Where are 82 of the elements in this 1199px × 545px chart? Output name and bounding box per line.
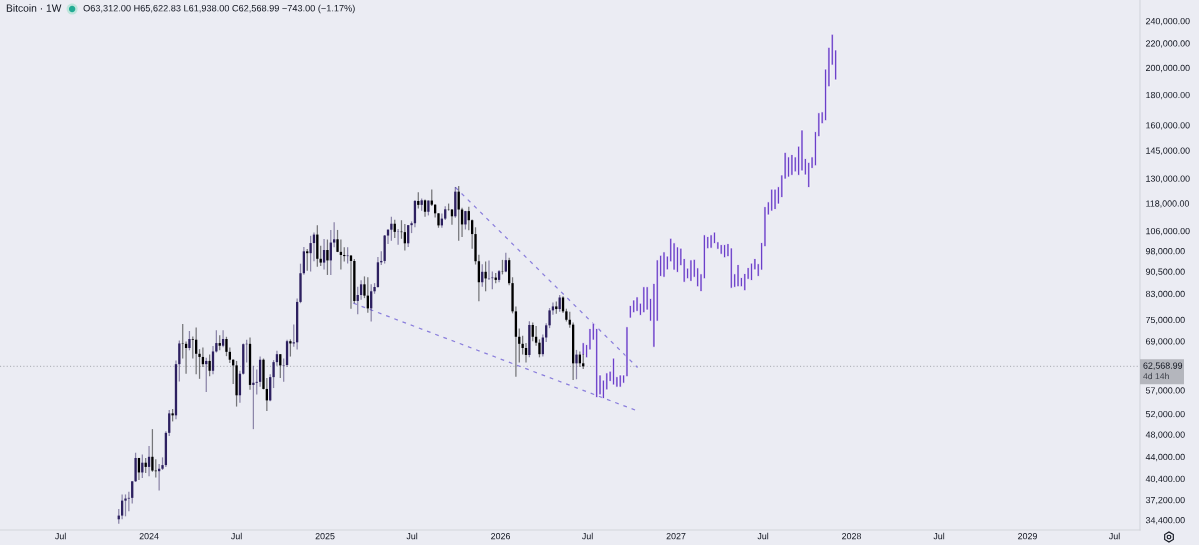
y-tick-label: 180,000.00 [1146,91,1190,100]
y-tick-label: 220,000.00 [1146,40,1190,48]
bar [750,262,753,281]
candlestick [538,338,541,358]
candlestick [363,275,366,299]
bar [773,188,777,210]
y-tick-label: 240,000.00 [1146,17,1190,26]
candlestick [151,428,154,473]
text: 4d 14h [1143,372,1169,380]
y-tick-label: 130,000.00 [1146,175,1190,183]
candlestick [262,357,265,391]
ref-line-label: 62,568.99 [1143,362,1183,370]
chart-title: Bitcoin · 1W [6,4,62,12]
bar [581,342,585,356]
bar [770,188,774,212]
y-tick-label: 44,000.00 [1145,453,1185,462]
bar [800,129,804,172]
candlestick [134,452,137,483]
candlestick [410,220,413,234]
candlestick [272,359,275,389]
y-tick-label: 69,000.00 [1146,338,1185,346]
y-tick-label: 106,000.00 [1146,227,1190,236]
x-tick-label: Jul [933,532,945,540]
y-tick-label: 83,000.00 [1145,290,1185,299]
y-tick-label: 40,400.00 [1145,475,1185,484]
candlestick [464,210,467,231]
x-tick-label: 2028 [842,533,862,540]
candlestick [427,199,430,217]
y-tick-label: 52,000.00 [1145,410,1185,419]
bar [723,244,727,259]
candlestick [188,330,191,351]
candlestick [501,259,504,275]
bar [672,242,676,271]
x-tick-label: Jul [406,532,418,540]
bar [709,234,713,249]
bar [790,154,794,176]
x-tick-label: 2024 [139,533,159,540]
candlestick [289,338,292,358]
candlestick [161,456,164,471]
x-tick-label: 2029 [1018,533,1037,540]
bar [689,259,693,282]
candlestick [326,238,329,276]
bar [635,296,639,312]
chart-subtitle: O63,312.00 H65,622.83 L61,938.00 C62,568.99 −743.00 (−1.17%) [83,4,355,14]
y-tick-label: 145,000.00 [1146,147,1190,155]
y-tick-label: 57,000.00 [1145,387,1185,395]
bar [729,247,733,289]
candlestick [373,282,376,295]
x-tick-label: Jul [231,532,242,540]
candlestick [225,336,228,357]
candlestick [309,235,312,273]
candlestick [437,212,440,229]
y-tick-label: 48,000.00 [1145,431,1185,439]
y-tick-label: 90,500.00 [1145,268,1185,276]
y-tick-label: 37,200.00 [1145,496,1185,505]
candlestick [447,202,450,212]
bar [676,246,679,273]
candlestick [336,229,339,253]
bar [719,244,723,255]
candlestick [124,493,127,517]
bar [787,156,790,178]
bar [736,264,740,288]
candlestick [575,349,578,380]
y-tick-label: 200,000.00 [1146,64,1190,73]
x-tick-label: 2026 [491,533,511,540]
bar [642,286,646,314]
y-tick-label: 75,000.00 [1146,316,1185,325]
bar [618,374,622,388]
x-tick-label: Jul [757,532,769,540]
bar [612,357,615,386]
x-tick-label: 2027 [666,533,686,540]
candlestick [548,307,551,329]
x-tick-label: 2025 [315,533,335,540]
x-tick-label: Jul [582,532,593,540]
y-tick-label: 34,400.00 [1145,517,1185,525]
y-tick-label: 118,000.00 [1146,200,1190,208]
y-tick-label: 98,000.00 [1145,248,1185,256]
candlestick [198,348,201,380]
bar [662,251,666,278]
y-tick-label: 160,000.00 [1146,122,1190,130]
x-tick-label: Jul [1108,532,1120,540]
x-tick-label: Jul [55,532,66,540]
